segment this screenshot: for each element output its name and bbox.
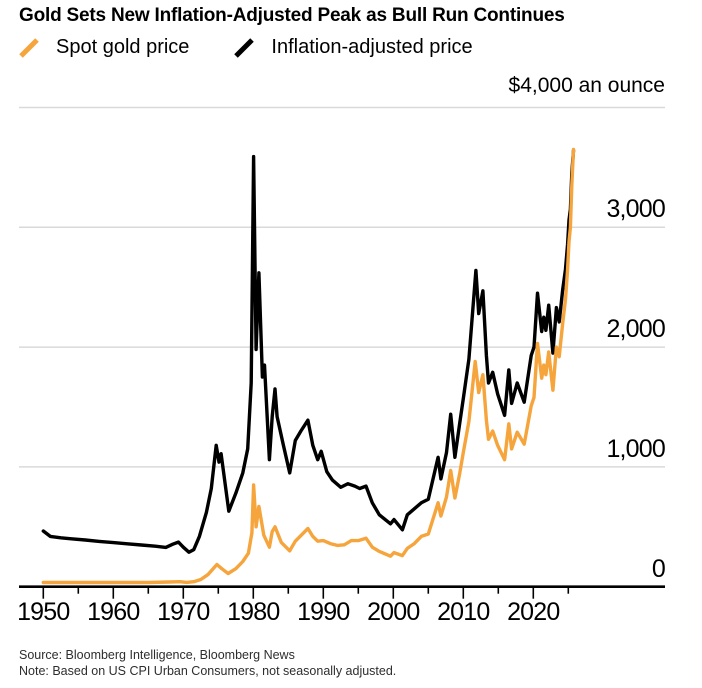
y-tick-label-1000: 1,000: [606, 434, 665, 463]
y-tick-label-0: 0: [651, 554, 666, 583]
note-text: Note: Based on US CPI Urban Consumers, n…: [19, 664, 397, 679]
legend-item-inflation-adjusted: Inflation-adjusted price: [233, 36, 473, 59]
legend-item-label: Inflation-adjusted price: [271, 36, 473, 58]
x-tick-label-1950: 1950: [17, 598, 70, 626]
slash-icon: [234, 37, 255, 58]
x-tick-label-1980: 1980: [227, 598, 280, 626]
slash-icon: [19, 37, 39, 58]
y-axis-unit-label: $4,000 an ounce: [508, 74, 665, 97]
spot-gold-line: [41, 147, 576, 585]
source-text: Source: Bloomberg Intelligence, Bloomber…: [19, 648, 295, 662]
legend-item-label: Spot gold price: [56, 36, 190, 58]
x-tick-label-1960: 1960: [87, 598, 140, 626]
x-tick-label-1970: 1970: [157, 598, 210, 626]
inflation-adjusted-line: [41, 148, 576, 554]
x-tick-label-2010: 2010: [437, 598, 490, 626]
x-tick-label-2020: 2020: [507, 598, 560, 626]
y-tick-label-2000: 2,000: [606, 315, 665, 344]
legend-item-spot-gold: Spot gold price: [18, 36, 189, 59]
x-tick-label-1990: 1990: [297, 598, 350, 626]
y-tick-label-3000: 3,000: [606, 195, 665, 224]
legend: Spot gold price Inflation-adjusted price: [18, 36, 473, 59]
chart-title: Gold Sets New Inflation-Adjusted Peak as…: [19, 5, 565, 26]
footnotes: Source: Bloomberg Intelligence, Bloomber…: [19, 647, 396, 680]
x-tick-label-2000: 2000: [367, 598, 420, 626]
